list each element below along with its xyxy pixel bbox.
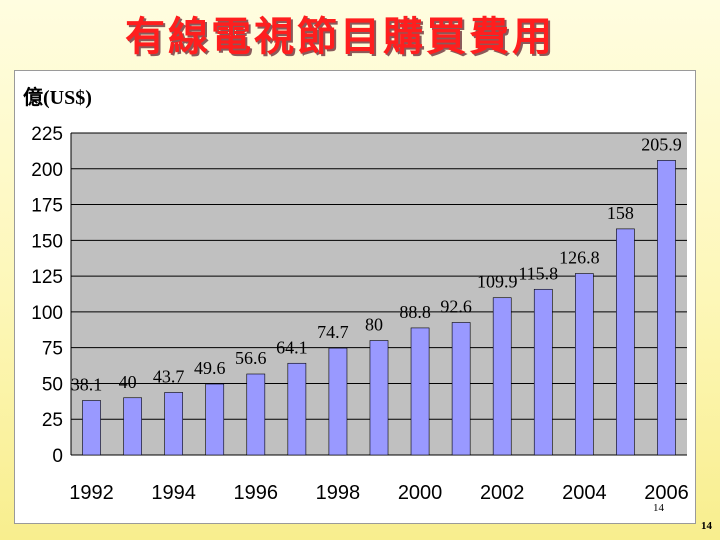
- x-tick-label: 1998: [316, 482, 361, 504]
- slide-title: 有線電視節目購買費用: [125, 14, 555, 60]
- value-labels: 38.1 40 43.7 49.6 56.6 64.1 74.7 80 88.8 92.6109.…: [71, 134, 682, 394]
- chart-panel: 億(US$) 38.1 40 43.7 49.6 56.6 64.1 74.7 80 88.8 9…: [14, 70, 696, 524]
- y-tick-label: 75: [42, 339, 63, 360]
- value-label-2003: 115.8: [518, 263, 558, 283]
- value-label-2001: 92.6: [440, 296, 472, 316]
- value-label-1996: 56.6: [235, 348, 267, 368]
- x-tick-label: 2000: [398, 482, 443, 504]
- bar-1992: [82, 400, 101, 456]
- value-label-1994: 43.7: [153, 366, 185, 386]
- bar-2006: [657, 160, 676, 456]
- x-tick-label: 2006: [644, 482, 689, 504]
- bar-1994: [164, 392, 184, 456]
- value-label-1993: 40: [119, 372, 137, 392]
- value-label-1997: 64.1: [276, 337, 308, 357]
- bar-1993: [123, 397, 142, 456]
- value-label-1998: 74.7: [317, 322, 349, 342]
- bar-chart: 億(US$) 38.1 40 43.7 49.6 56.6 64.1 74.7 80 88.8 9…: [23, 85, 689, 514]
- bar-1995: [205, 383, 225, 456]
- bar-1996: [246, 373, 266, 456]
- y-tick-label: 150: [31, 231, 63, 252]
- x-tick-label: 1992: [69, 482, 114, 504]
- value-label-2004: 126.8: [559, 248, 600, 268]
- bars: [82, 160, 676, 456]
- y-tick-label: 200: [31, 160, 63, 181]
- bar-2002: [492, 297, 512, 456]
- y-tick-label: 125: [31, 267, 63, 288]
- value-label-2006: 205.9: [641, 134, 682, 154]
- value-label-2005: 158: [607, 203, 634, 223]
- y-tick-labels: 0 25 50 75 100 125 150 175 200 225: [31, 124, 63, 467]
- bar-2004: [574, 273, 594, 456]
- x-tick-label: 2002: [480, 482, 525, 504]
- bar-2001: [451, 322, 471, 456]
- value-label-2002: 109.9: [477, 272, 518, 292]
- page-number: 14: [701, 520, 712, 532]
- y-tick-label: 175: [31, 196, 63, 217]
- y-unit-label: 億(US$): [23, 85, 92, 109]
- bar-1998: [328, 347, 348, 456]
- value-label-1999: 80: [365, 315, 383, 335]
- value-label-2000: 88.8: [399, 302, 431, 322]
- x-tick-labels: 1992 1994 1996 1998 2000 2002 2004 2006: [69, 482, 688, 504]
- y-tick-label: 0: [52, 446, 63, 467]
- x-tick-label: 1994: [151, 482, 196, 504]
- bar-2000: [410, 327, 430, 456]
- y-tick-label: 50: [42, 374, 63, 395]
- y-tick-label: 100: [31, 303, 63, 324]
- value-label-1992: 38.1: [71, 374, 103, 394]
- bar-2005: [616, 228, 635, 456]
- bar-2003: [533, 288, 553, 456]
- y-tick-label: 225: [31, 124, 63, 145]
- value-label-1995: 49.6: [194, 358, 226, 378]
- x-tick-label: 1996: [234, 482, 279, 504]
- bar-1999: [369, 340, 389, 456]
- x-tick-label: 2004: [562, 482, 607, 504]
- inner-page-number: 14: [653, 502, 665, 514]
- bar-1997: [287, 362, 307, 456]
- y-tick-label: 25: [42, 410, 63, 431]
